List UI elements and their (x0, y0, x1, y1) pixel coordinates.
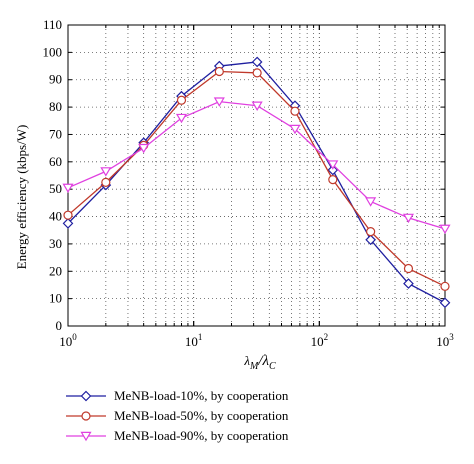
x-tick-label: 101 (185, 332, 203, 349)
series-line-3 (67, 100, 446, 230)
legend: MeNB-load-10%, by cooperation MeNB-load-5… (66, 388, 289, 443)
series-line-1 (67, 61, 446, 304)
legend-marker-1 (80, 390, 92, 402)
data-point-series-3 (439, 224, 451, 235)
y-tick-label: 90 (49, 72, 62, 87)
y-tick-label: 70 (49, 126, 62, 141)
y-tick-label: 80 (49, 99, 62, 114)
y-tick-label: 100 (43, 44, 63, 59)
legend-marker-3 (80, 431, 92, 442)
data-point-series-2 (252, 68, 262, 78)
data-point-series-1 (251, 56, 263, 68)
data-point-series-2 (366, 226, 376, 237)
data-point-series-3 (365, 197, 377, 207)
data-point-series-2 (214, 66, 224, 77)
y-tick-label: 110 (43, 17, 62, 32)
data-point-series-3 (251, 101, 263, 111)
data-point-series-3 (327, 160, 339, 170)
y-tick-label: 0 (56, 318, 63, 333)
x-axis-label-sub2: C (269, 361, 276, 372)
x-axis-label-lambda: λ (243, 353, 250, 368)
data-point-series-1 (327, 164, 339, 176)
data-point-series-1 (62, 218, 74, 229)
data-point-series-1 (365, 234, 376, 246)
y-tick-label: 60 (49, 154, 62, 169)
x-axis-label-sub1: M (249, 361, 259, 372)
legend-label-2: MeNB-load-50%, by cooperation (114, 408, 289, 423)
series-layer (62, 56, 451, 309)
data-point-series-1 (439, 297, 451, 309)
data-point-series-3 (213, 97, 225, 107)
data-point-series-2 (290, 106, 300, 116)
x-tick-label: 102 (311, 332, 329, 349)
legend-marker-2 (81, 411, 91, 421)
x-tick-label: 100 (59, 332, 77, 349)
x-tick-label: 103 (436, 332, 454, 349)
data-point-series-3 (402, 213, 415, 224)
data-point-series-3 (62, 183, 74, 194)
x-axis-label: λM/λC (243, 353, 276, 372)
data-point-series-3 (289, 124, 301, 135)
data-point-series-3 (175, 113, 188, 124)
data-point-series-2 (101, 177, 111, 187)
y-tick-label: 10 (49, 291, 62, 306)
data-point-series-2 (328, 175, 338, 185)
data-point-series-3 (100, 167, 112, 177)
data-point-series-3 (138, 143, 150, 154)
y-tick-label: 30 (49, 236, 62, 251)
y-axis-label: Energy efficiency (kbps/W) (14, 125, 29, 270)
y-tick-label: 20 (49, 263, 62, 278)
y-tick-label: 40 (49, 209, 62, 224)
legend-label-1: MeNB-load-10%, by cooperation (114, 388, 289, 403)
x-axis-label-sep: /λ (257, 353, 269, 369)
data-point-series-2 (440, 281, 450, 291)
y-tick-label: 50 (49, 181, 62, 196)
data-point-series-2 (176, 95, 187, 105)
legend-label-3: MeNB-load-90%, by cooperation (114, 428, 289, 443)
plot-frame (67, 24, 446, 327)
data-point-series-1 (403, 278, 414, 289)
data-point-series-2 (63, 210, 73, 220)
data-point-series-2 (403, 263, 414, 274)
